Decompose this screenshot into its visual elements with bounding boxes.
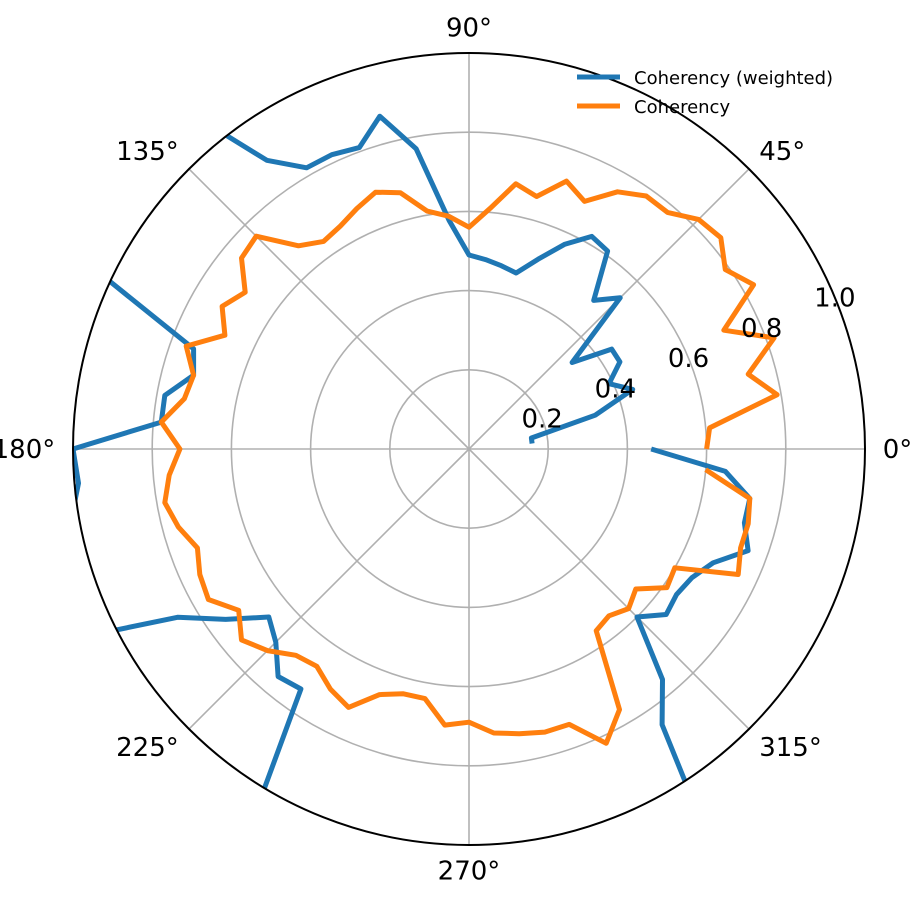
- series-line-1: [158, 178, 780, 746]
- angle-tick-label-3: 135°: [116, 137, 179, 167]
- angle-tick-labels: 0° 45° 90° 135° 180° 225° 270° 315°: [0, 13, 912, 886]
- series-layer: [73, 106, 780, 845]
- radial-tick-labels: 0.2 0.4 0.6 0.8 1.0: [521, 283, 855, 434]
- grid-spoke-5: [188, 448, 470, 730]
- angle-tick-label-1: 45°: [759, 137, 805, 167]
- angle-tick-label-5: 225°: [116, 733, 179, 763]
- radial-tick-label-1: 0.4: [595, 374, 636, 404]
- legend-label-coherency: Coherency: [634, 97, 730, 118]
- legend-label-weighted: Coherency (weighted): [634, 68, 833, 89]
- grid-spoke-7: [468, 448, 750, 730]
- polar-grid: [73, 53, 865, 845]
- angle-tick-label-0: 0°: [883, 435, 913, 465]
- angle-tick-label-6: 270°: [438, 857, 501, 887]
- radial-tick-label-0: 0.2: [521, 405, 562, 435]
- polar-frame: [72, 52, 866, 846]
- legend: Coherency (weighted) Coherency: [577, 68, 833, 118]
- radial-tick-label-3: 0.8: [741, 314, 782, 344]
- angle-tick-label-7: 315°: [759, 733, 822, 763]
- radial-tick-label-4: 1.0: [814, 283, 855, 313]
- angle-tick-label-2: 90°: [446, 13, 492, 43]
- radial-tick-label-2: 0.6: [668, 344, 709, 374]
- series-line-0: [73, 106, 756, 845]
- grid-spoke-3: [188, 168, 470, 450]
- angle-tick-label-4: 180°: [0, 435, 55, 465]
